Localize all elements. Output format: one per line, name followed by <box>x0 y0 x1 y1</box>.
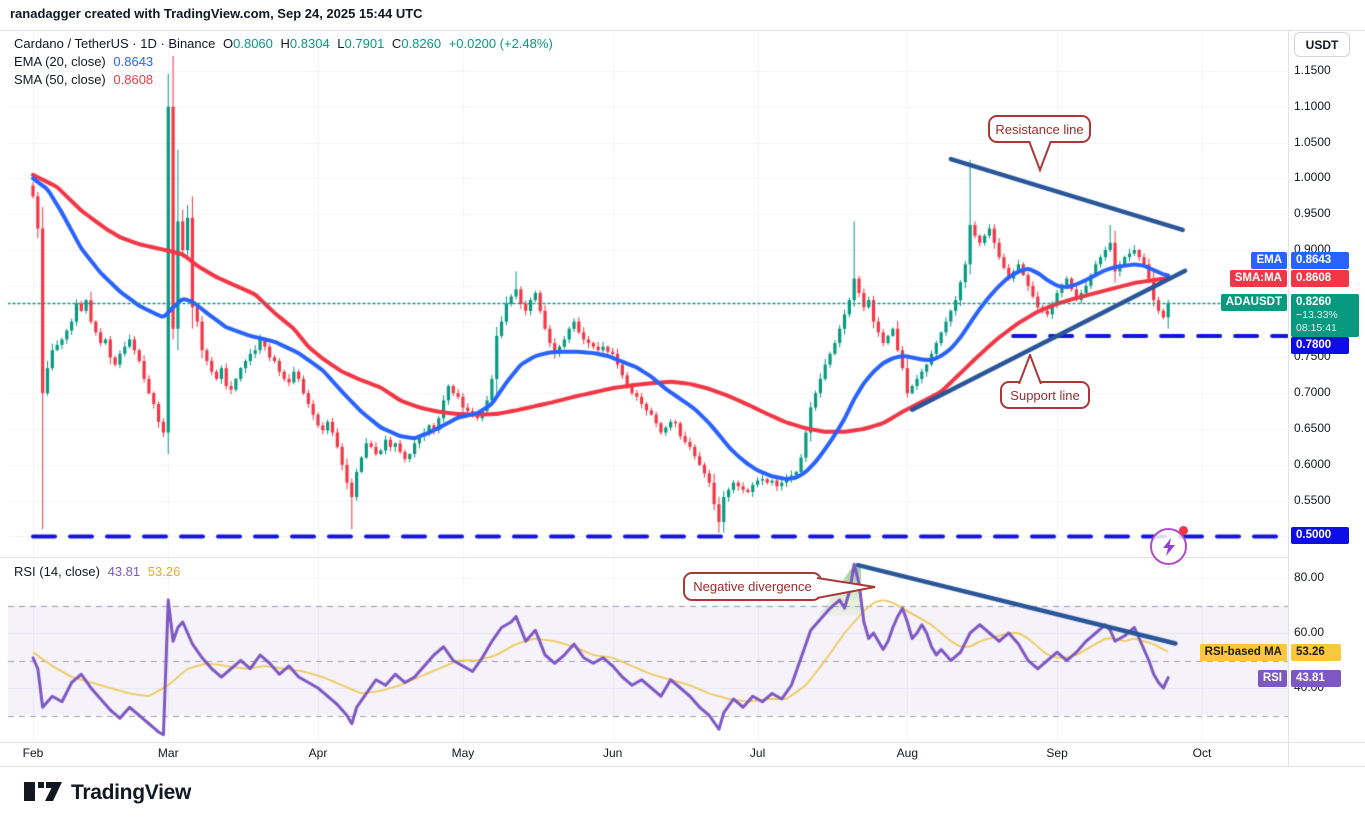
ohlc-open-value: 0.8060 <box>233 36 273 51</box>
month-label: Jul <box>749 746 766 760</box>
price-tick-label: 0.5500 <box>1294 492 1331 507</box>
panel-divider <box>0 557 1288 558</box>
callout-support[interactable]: Support line <box>1000 354 1090 409</box>
callout-resistance-tail <box>1028 141 1052 173</box>
price-tick-label: 0.6000 <box>1294 456 1331 471</box>
symbol-legend[interactable]: Cardano / TetherUS · 1D · Binance O0.806… <box>14 36 557 51</box>
ema-legend-value: 0.8643 <box>113 54 154 69</box>
ohlc-close-letter: C <box>391 36 402 51</box>
ema-axis-tag: EMA <box>1251 252 1287 269</box>
sma-axis-tag: SMA:MA <box>1229 270 1287 287</box>
rsi-ma-legend-value: 53.26 <box>147 564 181 579</box>
month-label: Mar <box>157 746 179 760</box>
month-label: Oct <box>1192 746 1212 760</box>
rsi-ma-axis-tag: RSI-based MA <box>1199 644 1287 661</box>
tradingview-logo-icon <box>24 782 62 801</box>
rsi-tick-label: 60.00 <box>1294 625 1325 639</box>
ohlc-low-letter: L <box>337 36 345 51</box>
sma-legend[interactable]: SMA (50, close) 0.8608 <box>14 72 157 87</box>
month-label: Apr <box>308 746 328 760</box>
ohlc-high-letter: H <box>280 36 290 51</box>
symbol-axis-value-block: 0.8260 −13.33% 08:15:41 <box>1291 294 1359 337</box>
symbol-title: Cardano / TetherUS · 1D · Binance <box>14 36 216 51</box>
ema-legend-label: EMA (20, close) <box>14 54 106 69</box>
flash-ideas-icon[interactable] <box>1150 526 1188 565</box>
ohlc-low-value: 0.7901 <box>344 36 385 51</box>
currency-toggle-button[interactable]: USDT <box>1294 32 1350 57</box>
price-tick-label: 0.7000 <box>1294 385 1331 400</box>
rsi-ma-axis-value: 53.26 <box>1291 644 1341 661</box>
rsi-legend-label: RSI (14, close) <box>14 564 100 579</box>
rsi-legend[interactable]: RSI (14, close) 43.81 53.26 <box>14 564 184 579</box>
callout-negative-divergence-text: Negative divergence <box>683 572 822 601</box>
callout-negative-divergence-tail <box>817 577 876 599</box>
ohlc-close-value: 0.8260 <box>401 36 442 51</box>
price-tick-label: 1.0500 <box>1294 134 1331 149</box>
price-tick-label: 0.6500 <box>1294 421 1331 435</box>
callout-resistance-text: Resistance line <box>988 115 1091 143</box>
ema-axis-value: 0.8643 <box>1291 252 1349 269</box>
callout-support-tail <box>1018 354 1042 384</box>
symbol-axis-tag: ADAUSDT <box>1220 294 1287 311</box>
chart-top-border <box>0 30 1365 31</box>
callout-negative-divergence[interactable]: Negative divergence <box>683 572 876 601</box>
tradingview-logo[interactable]: TradingView <box>24 778 191 808</box>
ohlc-high-value: 0.8304 <box>289 36 330 51</box>
callout-resistance[interactable]: Resistance line <box>988 115 1091 173</box>
rsi-axis-value: 43.81 <box>1291 670 1341 687</box>
rsi-legend-value: 43.81 <box>107 564 141 579</box>
sma-legend-label: SMA (50, close) <box>14 72 106 87</box>
tradingview-logo-text: TradingView <box>71 781 192 804</box>
rsi-tick-label: 80.00 <box>1294 570 1325 584</box>
callout-support-text: Support line <box>1000 381 1090 409</box>
month-label: Feb <box>22 746 44 760</box>
sma-axis-value: 0.8608 <box>1291 270 1349 287</box>
lightning-bolt-icon <box>1162 537 1175 556</box>
rsi-axis-tag: RSI <box>1257 670 1287 687</box>
symbol-last-price: 0.8260 <box>1296 296 1332 308</box>
ohlc-open-letter: O <box>223 36 234 51</box>
notification-dot <box>1179 526 1188 535</box>
level-0500-axis-label: 0.5000 <box>1291 527 1349 544</box>
level-0780-axis-label: 0.7800 <box>1291 337 1349 354</box>
price-tick-label: 1.1000 <box>1294 98 1331 113</box>
month-label: Aug <box>896 746 918 760</box>
time-axis-top-border <box>0 742 1365 743</box>
month-label: May <box>451 746 475 760</box>
month-label: Jun <box>602 746 623 760</box>
symbol-countdown: 08:15:41 <box>1296 322 1337 334</box>
symbol-change-percent: −13.33% <box>1296 309 1338 321</box>
month-label: Sep <box>1046 746 1068 760</box>
price-axis-border <box>1288 30 1289 766</box>
chart-bottom-border <box>0 766 1365 767</box>
price-tick-label: 0.9500 <box>1294 206 1331 221</box>
price-tick-label: 1.0000 <box>1294 170 1331 185</box>
sma-legend-value: 0.8608 <box>113 72 154 87</box>
ema-legend[interactable]: EMA (20, close) 0.8643 <box>14 54 157 69</box>
ohlc-change: +0.0200 (+2.48%) <box>448 36 553 51</box>
price-tick-label: 1.1500 <box>1294 63 1331 77</box>
